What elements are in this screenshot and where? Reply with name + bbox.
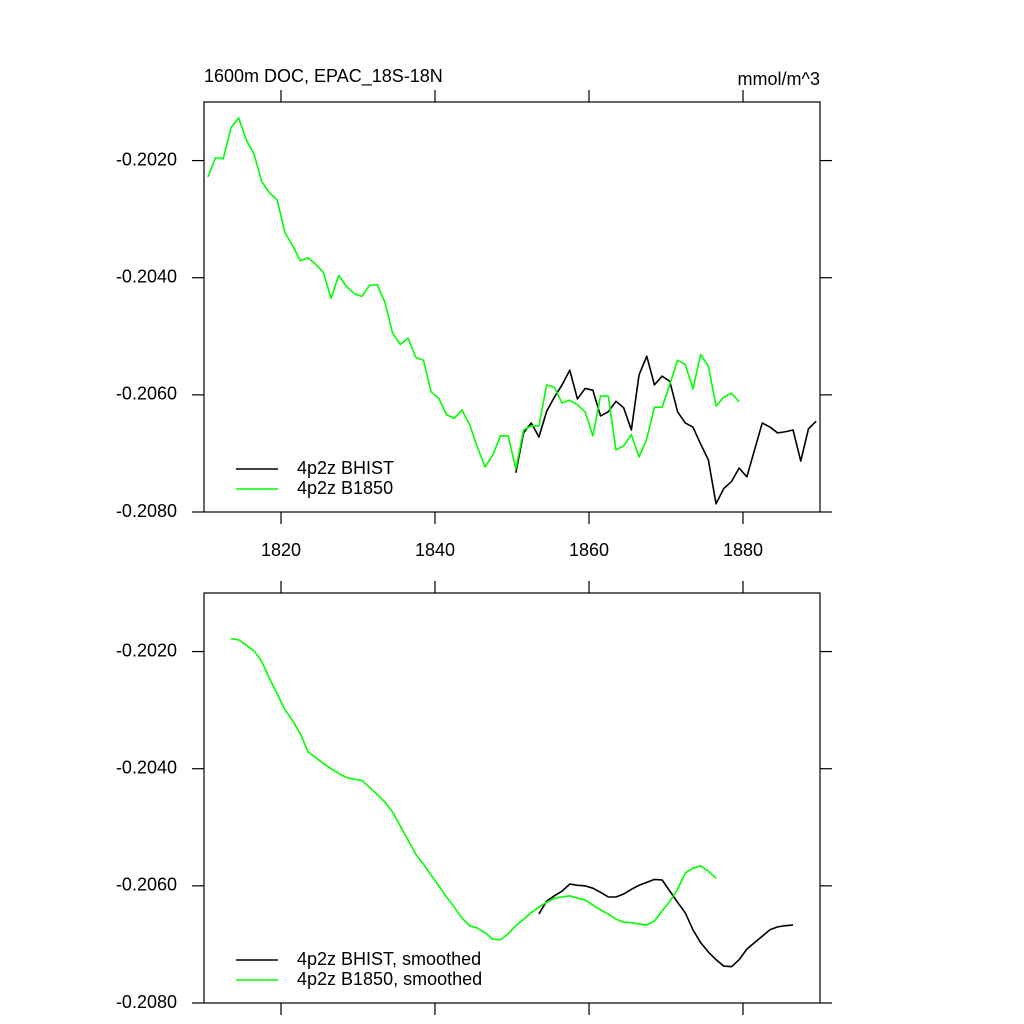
y-tick-label: -0.2080 — [116, 501, 177, 521]
series-line — [230, 637, 717, 941]
y-tick-label: -0.2060 — [116, 875, 177, 895]
series-line — [538, 878, 794, 968]
units-label: mmol/m^3 — [738, 69, 820, 89]
legend-label: 4p2z B1850 — [297, 478, 393, 498]
x-tick-label: 1860 — [569, 540, 609, 560]
series-line — [207, 117, 740, 470]
plot-frame — [203, 592, 821, 1004]
y-tick-label: -0.2040 — [116, 757, 177, 777]
x-tick-label: 1820 — [261, 540, 301, 560]
y-tick-label: -0.2040 — [116, 266, 177, 286]
y-tick-label: -0.2060 — [116, 384, 177, 404]
y-tick-label: -0.2020 — [116, 640, 177, 660]
legend-label: 4p2z BHIST, smoothed — [297, 949, 481, 969]
x-tick-label: 1840 — [415, 540, 455, 560]
chart-title: 1600m DOC, EPAC_18S-18N — [204, 66, 443, 87]
y-tick-label: -0.2020 — [116, 149, 177, 169]
y-tick-label: -0.2080 — [116, 992, 177, 1012]
legend-label: 4p2z BHIST — [297, 458, 394, 478]
legend-label: 4p2z B1850, smoothed — [297, 969, 482, 989]
x-tick-label: 1880 — [723, 540, 763, 560]
series-line — [515, 355, 817, 505]
plot-frame — [203, 101, 821, 513]
